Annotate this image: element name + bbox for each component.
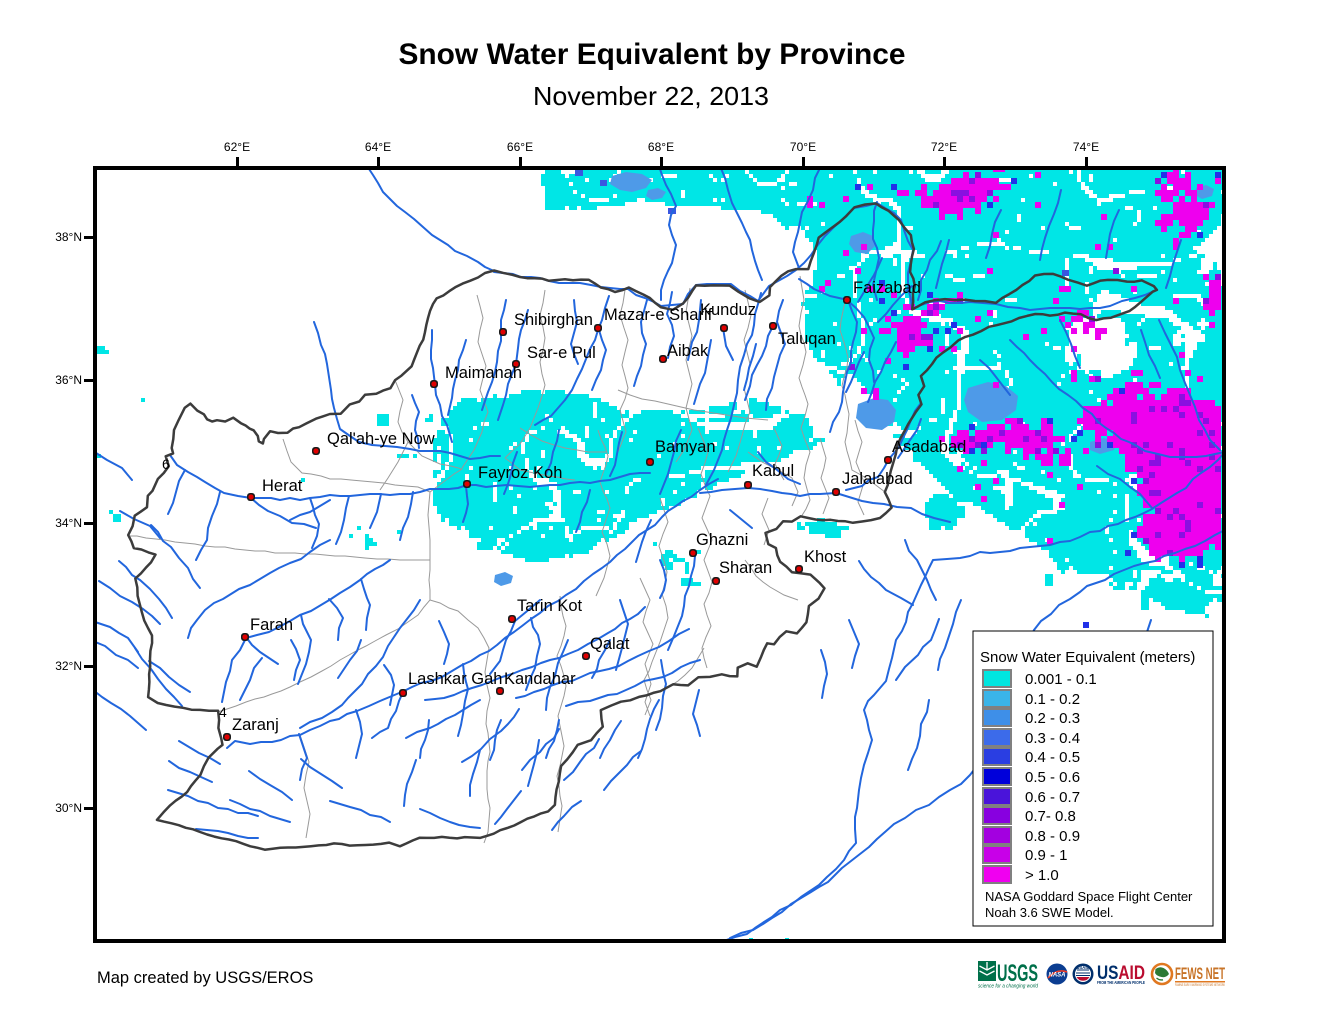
svg-text:32°N: 32°N xyxy=(55,659,82,673)
svg-text:Kandahar: Kandahar xyxy=(504,670,576,688)
svg-text:30°N: 30°N xyxy=(55,801,82,815)
svg-text:0.001 - 0.1: 0.001 - 0.1 xyxy=(1025,671,1097,688)
svg-text:NASA: NASA xyxy=(1048,973,1065,979)
svg-text:USGS: USGS xyxy=(997,960,1038,987)
svg-text:36°N: 36°N xyxy=(55,373,82,387)
svg-text:Snow Water Equivalent by Provi: Snow Water Equivalent by Province xyxy=(399,38,906,71)
svg-text:0.2 - 0.3: 0.2 - 0.3 xyxy=(1025,710,1080,727)
svg-text:0.4 - 0.5: 0.4 - 0.5 xyxy=(1025,749,1080,766)
svg-text:November 22, 2013: November 22, 2013 xyxy=(533,81,769,111)
svg-text:38°N: 38°N xyxy=(55,230,82,244)
svg-text:Fayroz Koh: Fayroz Koh xyxy=(478,464,562,482)
svg-text:Shibirghan: Shibirghan xyxy=(514,311,593,329)
svg-text:NASA Goddard Space Flight Cent: NASA Goddard Space Flight Center xyxy=(985,889,1193,904)
svg-text:70°E: 70°E xyxy=(790,140,816,154)
svg-text:64°E: 64°E xyxy=(365,140,391,154)
svg-text:0.7- 0.8: 0.7- 0.8 xyxy=(1025,808,1076,825)
svg-text:66°E: 66°E xyxy=(507,140,533,154)
svg-text:FEWS NET: FEWS NET xyxy=(1175,964,1225,983)
svg-text:Snow Water Equivalent (meters): Snow Water Equivalent (meters) xyxy=(980,649,1195,666)
svg-text:Aibak: Aibak xyxy=(667,342,709,360)
svg-text:0.3 - 0.4: 0.3 - 0.4 xyxy=(1025,730,1080,747)
svg-text:Herat: Herat xyxy=(262,477,303,495)
svg-text:> 1.0: > 1.0 xyxy=(1025,867,1059,884)
svg-text:FROM THE AMERICAN PEOPLE: FROM THE AMERICAN PEOPLE xyxy=(1097,980,1145,985)
svg-text:USAID: USAID xyxy=(1097,963,1145,984)
svg-text:68°E: 68°E xyxy=(648,140,674,154)
svg-text:62°E: 62°E xyxy=(224,140,250,154)
svg-text:34°N: 34°N xyxy=(55,516,82,530)
svg-text:74°E: 74°E xyxy=(1073,140,1099,154)
svg-text:Mazar-e Sharif: Mazar-e Sharif xyxy=(604,306,713,324)
svg-text:Qalat: Qalat xyxy=(590,635,630,653)
svg-text:0.9 - 1: 0.9 - 1 xyxy=(1025,847,1068,864)
svg-text:USAID: USAID xyxy=(1076,965,1089,970)
svg-text:Zaranj: Zaranj xyxy=(232,716,279,734)
svg-text:FAMINE EARLY WARNING SYSTEMS N: FAMINE EARLY WARNING SYSTEMS NETWORK xyxy=(1175,983,1225,987)
svg-text:Sharan: Sharan xyxy=(719,559,772,577)
svg-text:6: 6 xyxy=(162,456,170,472)
svg-text:Faizabad: Faizabad xyxy=(853,279,921,297)
svg-text:Qal'ah-ye Now: Qal'ah-ye Now xyxy=(327,430,435,448)
svg-text:4: 4 xyxy=(219,704,227,720)
svg-text:0.6 - 0.7: 0.6 - 0.7 xyxy=(1025,789,1080,806)
svg-text:0.8 - 0.9: 0.8 - 0.9 xyxy=(1025,828,1080,845)
svg-text:Map created by USGS/EROS: Map created by USGS/EROS xyxy=(97,969,313,987)
svg-text:72°E: 72°E xyxy=(931,140,957,154)
svg-text:Maimanah: Maimanah xyxy=(445,364,522,382)
svg-text:Lashkar Gah: Lashkar Gah xyxy=(408,670,502,688)
svg-text:Jalalabad: Jalalabad xyxy=(842,470,913,488)
svg-text:Sar-e Pul: Sar-e Pul xyxy=(527,344,596,362)
svg-text:Tarin Kot: Tarin Kot xyxy=(517,597,583,615)
svg-text:Bamyan: Bamyan xyxy=(655,438,716,456)
svg-text:Kunduz: Kunduz xyxy=(700,301,756,319)
svg-text:Asadabad: Asadabad xyxy=(892,438,966,456)
svg-text:science for a changing world: science for a changing world xyxy=(978,984,1039,990)
svg-text:Khost: Khost xyxy=(804,548,847,566)
svg-text:Farah: Farah xyxy=(250,616,293,634)
svg-text:Ghazni: Ghazni xyxy=(696,531,748,549)
svg-text:0.5 - 0.6: 0.5 - 0.6 xyxy=(1025,769,1080,786)
svg-text:Taluqan: Taluqan xyxy=(778,330,836,348)
svg-text:Noah 3.6 SWE Model.: Noah 3.6 SWE Model. xyxy=(985,905,1114,920)
svg-text:0.1 - 0.2: 0.1 - 0.2 xyxy=(1025,691,1080,708)
svg-text:Kabul: Kabul xyxy=(752,462,794,480)
